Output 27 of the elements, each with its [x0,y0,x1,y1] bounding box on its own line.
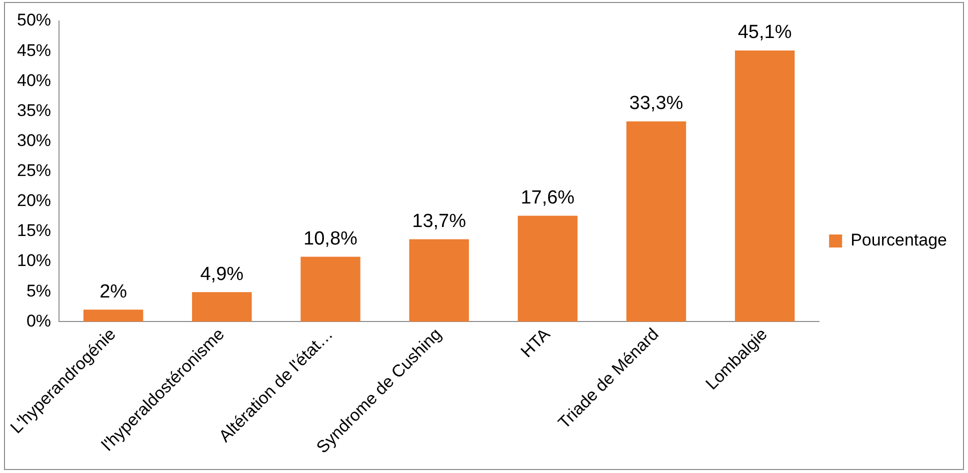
data-label: 45,1% [738,22,792,44]
y-tick-label: 20% [16,191,52,210]
bar [734,50,795,322]
y-tick-label: 50% [16,10,52,30]
y-tick-label: 25% [16,161,52,180]
y-tick-label: 35% [16,100,52,120]
legend-label: Pourcentage [850,230,947,250]
data-label: 13,7% [412,210,466,232]
bar [409,239,469,322]
y-tick-label: 40% [16,70,52,90]
y-tick-label: 0% [26,311,52,330]
bar [83,310,144,322]
y-tick-label: 45% [16,40,52,60]
x-tick-label: HTA [517,324,554,362]
data-label: 2% [100,281,128,302]
bar [192,292,252,322]
data-label: 33,3% [629,93,684,114]
bar [518,216,578,322]
data-label: 17,6% [520,188,575,209]
y-tick-label: 10% [16,251,52,270]
y-tick-label: 15% [16,221,52,240]
y-tick-label: 30% [16,130,52,150]
data-label: 10,8% [304,228,358,250]
bar [300,256,360,322]
bar [626,121,686,322]
data-label: 4,9% [200,264,244,285]
y-tick-label: 5% [26,281,52,300]
